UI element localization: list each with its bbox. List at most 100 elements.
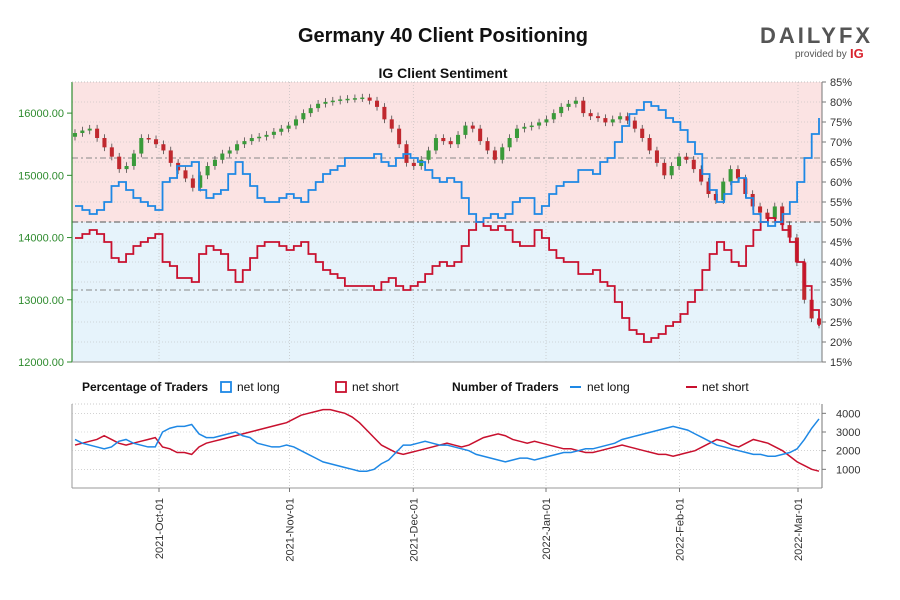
candle: [301, 113, 306, 120]
candle: [573, 100, 578, 104]
candle: [367, 97, 372, 101]
candle: [220, 153, 225, 160]
pct-net-long-line: [75, 101, 820, 227]
candle: [581, 100, 586, 114]
logo-provided-by: provided by: [795, 49, 847, 60]
candle: [684, 156, 689, 160]
logo-brand: DAILYFX: [760, 23, 873, 48]
candle: [566, 103, 571, 107]
candle: [529, 125, 534, 128]
x-tick-label: 2022-Jan-01: [541, 498, 553, 560]
candle: [713, 194, 718, 201]
pct-tick-label: 30%: [830, 297, 852, 309]
candle: [595, 116, 601, 119]
net-short-zone: [72, 82, 822, 222]
candle: [95, 128, 100, 138]
candle: [198, 175, 203, 188]
candle: [279, 128, 284, 132]
candle: [146, 138, 151, 140]
candle: [308, 108, 313, 114]
main-plot: 85% 80% 75% 70% 65% 60% 55% 50% 45% 40% 35% 30% 25% 2…: [18, 77, 852, 369]
count-tick-label: 1000: [836, 464, 860, 476]
chart-subtitle: IG Client Sentiment: [378, 65, 507, 81]
candle: [360, 97, 365, 100]
candle: [271, 131, 276, 135]
x-tick-label: 2022-Feb-01: [675, 498, 687, 561]
pct-tick-label: 70%: [830, 137, 852, 149]
candle: [139, 138, 144, 154]
legend-pct-short-swatch: [335, 381, 347, 393]
candle: [662, 162, 667, 176]
price-tick-label: 15000.00: [18, 170, 64, 182]
candle: [677, 156, 682, 166]
candle: [470, 125, 475, 129]
legend-pct-long-label: net long: [237, 380, 280, 394]
candle: [758, 206, 763, 213]
candle: [632, 120, 637, 129]
candle: [154, 139, 159, 145]
candle: [654, 150, 659, 163]
chart-title: Germany 40 Client Positioning: [298, 25, 588, 47]
candle: [87, 128, 92, 131]
candle: [117, 156, 122, 170]
candle: [183, 170, 188, 179]
x-tick-label: 2021-Nov-01: [285, 498, 297, 562]
candle: [647, 138, 652, 151]
candle: [456, 134, 461, 145]
price-tick-label: 13000.00: [18, 295, 64, 307]
count-tick-label: 4000: [836, 408, 860, 420]
candle: [463, 125, 468, 135]
candle: [242, 141, 247, 145]
candle: [212, 159, 217, 166]
candle: [485, 141, 490, 151]
pct-tick-label: 80%: [830, 97, 852, 109]
pct-tick-label: 50%: [830, 217, 852, 229]
candle: [559, 106, 564, 114]
candle: [588, 113, 593, 117]
candle: [669, 166, 674, 176]
candle: [316, 103, 321, 109]
candle: [227, 150, 232, 154]
pct-tick-label: 55%: [830, 197, 852, 209]
legend-pct-label: Percentage of Traders: [82, 380, 208, 394]
pct-tick-label: 40%: [830, 257, 852, 269]
candle: [338, 99, 343, 101]
candle: [441, 138, 446, 142]
candle: [640, 128, 645, 138]
net-long-zone: [72, 222, 822, 362]
x-tick-label: 2021-Oct-01: [154, 498, 166, 559]
candle: [80, 130, 85, 134]
candle: [522, 126, 527, 129]
x-tick-label: 2021-Dec-01: [408, 498, 420, 562]
candle: [168, 150, 173, 163]
candle: [551, 113, 556, 120]
candle: [286, 125, 291, 129]
count-net-long-line: [74, 418, 820, 472]
x-tick-label: 2022-Mar-01: [793, 498, 805, 561]
candle: [735, 169, 740, 179]
candle: [323, 101, 328, 104]
legend-pct-short-label: net short: [352, 380, 399, 394]
legend-num-long-label: net long: [587, 380, 630, 394]
candle: [426, 150, 431, 160]
candle: [618, 116, 623, 120]
candle: [478, 128, 483, 142]
count-net-short-line: [74, 408, 820, 472]
pct-tick-label: 20%: [830, 337, 852, 349]
price-tick-label: 12000.00: [18, 357, 64, 369]
candle: [131, 153, 136, 166]
pct-tick-label: 60%: [830, 177, 852, 189]
pct-tick-label: 75%: [830, 117, 852, 129]
x-axis: 2021-Oct-01 2021-Nov-01 2021-Dec-01 2022-Ja…: [154, 488, 805, 562]
candle: [109, 147, 114, 157]
candle: [124, 166, 129, 170]
candle: [706, 181, 711, 194]
pct-tick-label: 15%: [830, 357, 852, 369]
legend-num-label: Number of Traders: [452, 380, 559, 394]
candle: [352, 98, 357, 100]
candle: [257, 136, 262, 139]
candle: [205, 166, 210, 176]
candle: [500, 147, 505, 160]
count-plot: 4000 3000 2000 1000: [71, 403, 860, 489]
